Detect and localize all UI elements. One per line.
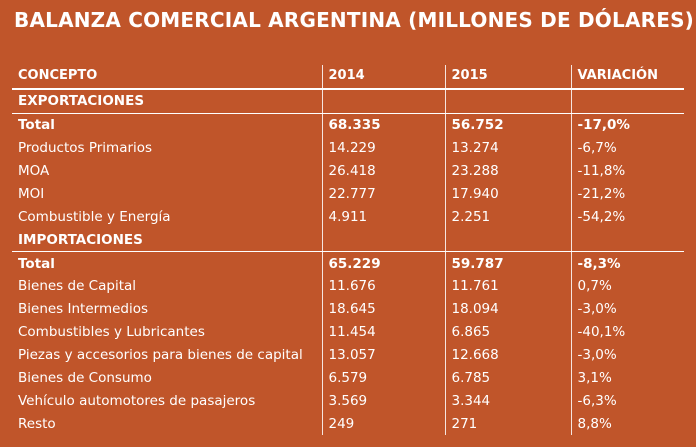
variacion-cell: -6,3%: [577, 392, 617, 409]
value-2015-cell: 6.865: [445, 320, 572, 344]
concepto-cell: Resto: [12, 412, 323, 436]
value-2015-cell: 2.251: [445, 205, 572, 229]
value-2015-cell: 3.344: [445, 389, 572, 413]
header-2014: 2014: [322, 65, 446, 90]
value-2014-cell: 26.418: [322, 159, 446, 183]
section-label-exportaciones: EXPORTACIONES: [12, 88, 323, 114]
variacion-cell: 0,7%: [577, 278, 612, 295]
value-2015-cell: 12.668: [445, 343, 572, 367]
table-row: Combustibles y Lubricantes 11.454 6.865 -40…: [12, 320, 684, 344]
table-row: Bienes de Capital 11.676 11.761 0,7%: [12, 275, 684, 298]
concepto-cell: Combustibles y Lubricantes: [12, 320, 323, 344]
variacion-cell: -3,0%: [577, 301, 617, 318]
header-concepto: CONCEPTO: [12, 65, 323, 90]
value-2015-cell: 11.761: [445, 275, 572, 298]
value-2015-cell: 59.787: [445, 251, 572, 276]
concepto-cell: Bienes de Consumo: [12, 366, 323, 390]
empty-cell: [445, 88, 572, 114]
section-row-importaciones: IMPORTACIONES: [12, 228, 684, 253]
page-title: BALANZA COMERCIAL ARGENTINA (MILLONES DE…: [14, 8, 695, 32]
empty-cell: [445, 228, 572, 253]
value-2014-cell: 6.579: [322, 366, 446, 390]
empty-cell: [322, 228, 446, 253]
value-2015-cell: 6.785: [445, 366, 572, 390]
value-2015-cell: 18.094: [445, 297, 572, 321]
total-row-exportaciones: Total 68.335 56.752 -17,0%: [12, 113, 684, 137]
table-body: EXPORTACIONES Total 68.335 56.752 -17,0% Prod…: [12, 88, 684, 436]
trade-balance-table: CONCEPTO 2014 2015 VARIACIÓN EXPORTACION…: [12, 65, 684, 436]
concepto-cell: Total: [12, 113, 323, 137]
header-variacion: VARIACIÓN: [571, 65, 684, 90]
variacion-cell: -21,2%: [577, 185, 626, 202]
value-2015-cell: 271: [445, 412, 572, 436]
table-row: Bienes de Consumo 6.579 6.785 3,1%: [12, 366, 684, 390]
table-row: Piezas y accesorios para bienes de capit…: [12, 343, 684, 367]
variacion-cell: -3,0%: [577, 347, 617, 364]
value-2014-cell: 22.777: [322, 182, 446, 206]
variacion-cell: 3,1%: [577, 370, 612, 387]
value-2014-cell: 68.335: [322, 113, 446, 137]
variacion-cell: -40,1%: [577, 324, 626, 341]
variacion-cell: -17,0%: [577, 117, 630, 134]
concepto-cell: Combustible y Energía: [12, 205, 323, 229]
table-row: Combustible y Energía 4.911 2.251 -54,2%: [12, 205, 684, 229]
value-2014-cell: 65.229: [322, 251, 446, 276]
variacion-cell: -6,7%: [577, 140, 617, 157]
value-2014-cell: 4.911: [322, 205, 446, 229]
value-2014-cell: 249: [322, 412, 446, 436]
table-row: Vehículo automotores de pasajeros 3.569 3.…: [12, 389, 684, 413]
value-2014-cell: 11.676: [322, 275, 446, 298]
concepto-cell: Bienes de Capital: [12, 275, 323, 298]
section-label-importaciones: IMPORTACIONES: [12, 228, 323, 253]
concepto-cell: Total: [12, 251, 323, 276]
empty-cell: [571, 228, 684, 253]
table-row: Productos Primarios 14.229 13.274 -6,7%: [12, 136, 684, 160]
concepto-cell: Piezas y accesorios para bienes de capit…: [12, 343, 323, 367]
total-row-importaciones: Total 65.229 59.787 -8,3%: [12, 251, 684, 276]
value-2014-cell: 13.057: [322, 343, 446, 367]
value-2014-cell: 14.229: [322, 136, 446, 160]
concepto-cell: Vehículo automotores de pasajeros: [12, 389, 323, 413]
variacion-cell: 8,8%: [577, 415, 612, 432]
section-row-exportaciones: EXPORTACIONES: [12, 88, 684, 114]
table-row: MOA 26.418 23.288 -11,8%: [12, 159, 684, 183]
value-2014-cell: 3.569: [322, 389, 446, 413]
table-header-row: CONCEPTO 2014 2015 VARIACIÓN: [12, 65, 684, 90]
value-2015-cell: 56.752: [445, 113, 572, 137]
variacion-cell: -11,8%: [577, 163, 626, 179]
table-row: MOI 22.777 17.940 -21,2%: [12, 182, 684, 206]
concepto-cell: Productos Primarios: [12, 136, 323, 160]
value-2015-cell: 13.274: [445, 136, 572, 160]
value-2015-cell: 23.288: [445, 159, 572, 183]
value-2015-cell: 17.940: [445, 182, 572, 206]
concepto-cell: MOA: [12, 159, 323, 183]
header-2015: 2015: [445, 65, 572, 90]
variacion-cell: -54,2%: [577, 208, 626, 225]
variacion-cell: -8,3%: [577, 255, 621, 272]
empty-cell: [322, 88, 446, 114]
table-row: Resto 249 271 8,8%: [12, 412, 684, 436]
empty-cell: [571, 88, 684, 114]
concepto-cell: MOI: [12, 182, 323, 206]
value-2014-cell: 11.454: [322, 320, 446, 344]
table-row: Bienes Intermedios 18.645 18.094 -3,0%: [12, 297, 684, 321]
concepto-cell: Bienes Intermedios: [12, 297, 323, 321]
value-2014-cell: 18.645: [322, 297, 446, 321]
